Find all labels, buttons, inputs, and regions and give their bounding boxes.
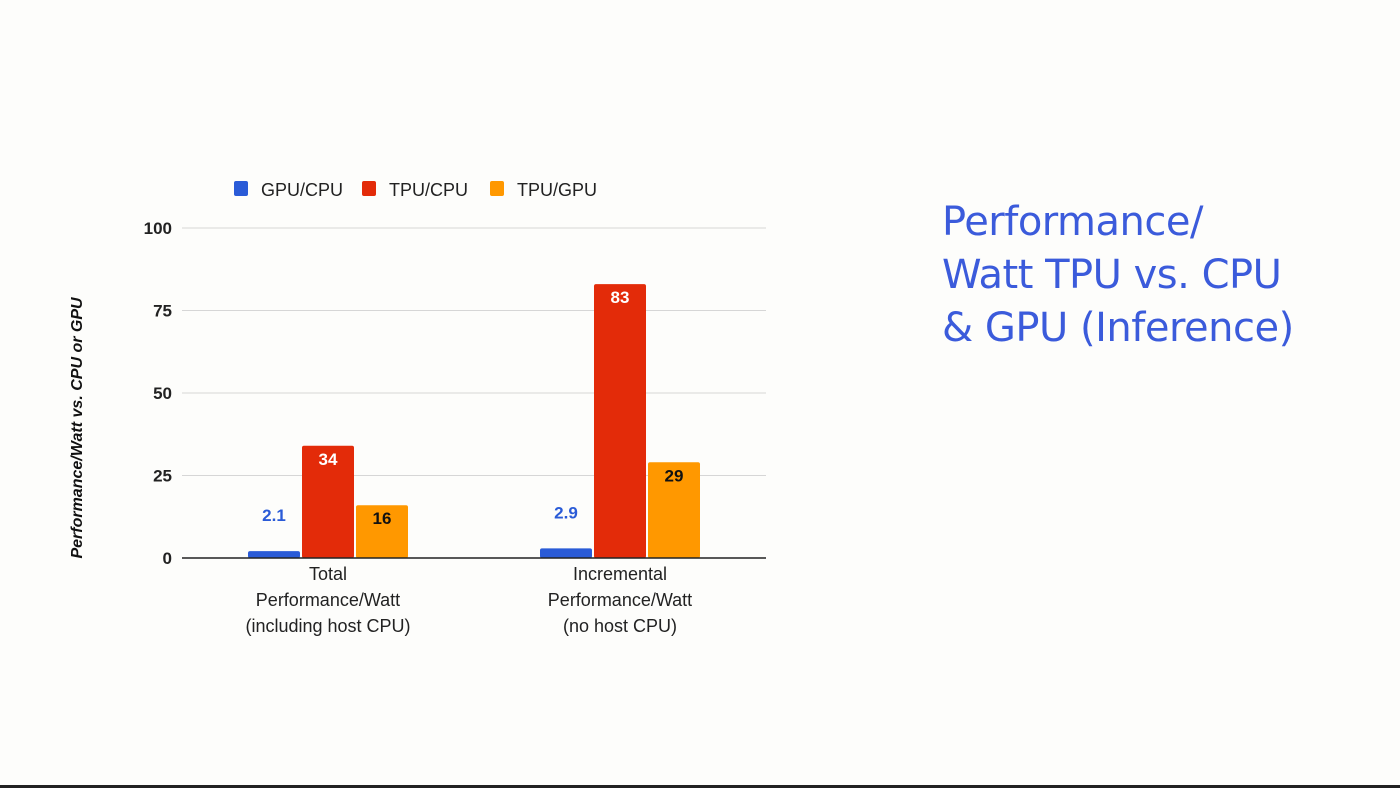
x-axis-ticks: Total Performance/Watt (including host CPU… xyxy=(245,564,692,636)
x-tick-label: (including host CPU) xyxy=(245,616,410,636)
bar-tpu-cpu xyxy=(594,284,646,558)
x-tick-label: Performance/Watt xyxy=(548,590,692,610)
data-label: 2.1 xyxy=(262,506,286,525)
slide-title: Performance/ Watt TPU vs. CPU & GPU (Inf… xyxy=(942,196,1372,355)
chart-gridlines xyxy=(182,227,766,476)
y-tick-label: 75 xyxy=(153,302,172,321)
y-tick-label: 100 xyxy=(144,219,172,238)
legend-label: GPU/CPU xyxy=(261,180,343,200)
slide-title-line-2: Watt TPU vs. CPU xyxy=(942,252,1282,298)
bar-tpu-gpu xyxy=(648,462,700,558)
legend-swatch xyxy=(234,181,248,196)
y-axis-label: Performance/Watt vs. CPU or GPU xyxy=(69,297,86,559)
x-tick-label: Performance/Watt xyxy=(256,590,400,610)
data-label: 29 xyxy=(665,466,684,485)
x-tick-label: Total xyxy=(309,564,347,584)
legend-label: TPU/CPU xyxy=(389,180,468,200)
x-tick-label: (no host CPU) xyxy=(563,616,677,636)
slide-title-line-1: Performance/ xyxy=(942,199,1203,245)
y-tick-label: 0 xyxy=(163,549,172,568)
slide-title-line-3: & GPU (Inference) xyxy=(942,305,1294,351)
data-label: 16 xyxy=(373,509,392,528)
bottom-divider xyxy=(0,785,1400,788)
legend-swatch xyxy=(490,181,504,196)
chart-bars: 2.1 34 16 2.9 83 29 xyxy=(248,284,700,558)
y-tick-label: 50 xyxy=(153,384,172,403)
bar-tpu-gpu xyxy=(356,505,408,558)
bar-gpu-cpu xyxy=(540,548,592,558)
data-label: 2.9 xyxy=(554,503,578,522)
data-label: 83 xyxy=(611,288,630,307)
data-label: 34 xyxy=(319,450,338,469)
y-tick-label: 25 xyxy=(153,467,172,486)
y-axis-ticks: 0 25 50 75 100 xyxy=(144,219,172,568)
bar-tpu-cpu xyxy=(302,445,354,558)
bar-gpu-cpu xyxy=(248,551,300,558)
legend-label: TPU/GPU xyxy=(517,180,597,200)
legend-swatch xyxy=(362,181,376,196)
chart-legend: GPU/CPU TPU/CPU TPU/GPU xyxy=(234,180,597,200)
x-tick-label: Incremental xyxy=(573,564,667,584)
